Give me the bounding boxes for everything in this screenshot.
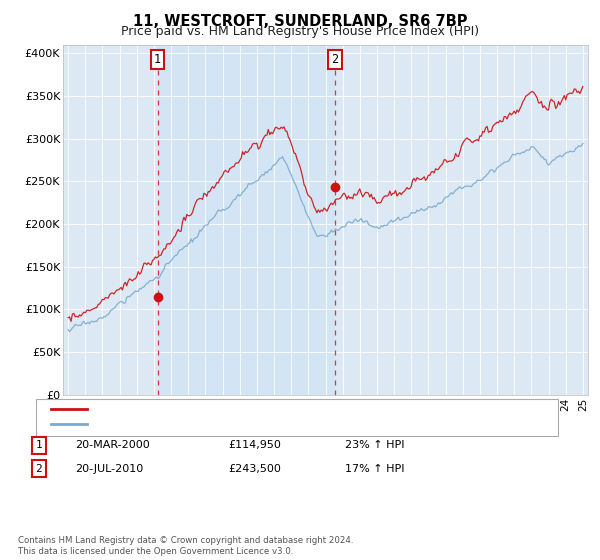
Text: 11, WESTCROFT, SUNDERLAND, SR6 7BP: 11, WESTCROFT, SUNDERLAND, SR6 7BP [133, 14, 467, 29]
Text: 1: 1 [35, 440, 43, 450]
Text: HPI: Average price, detached house, South Tyneside: HPI: Average price, detached house, Sout… [93, 419, 378, 429]
Text: 11, WESTCROFT, SUNDERLAND, SR6 7BP (detached house): 11, WESTCROFT, SUNDERLAND, SR6 7BP (deta… [93, 404, 417, 414]
Text: 2: 2 [35, 464, 43, 474]
Text: 1: 1 [154, 53, 161, 66]
Bar [158, 45, 335, 395]
Text: 2: 2 [331, 53, 338, 66]
Text: 20-MAR-2000: 20-MAR-2000 [75, 440, 150, 450]
Text: 23% ↑ HPI: 23% ↑ HPI [345, 440, 404, 450]
Text: £243,500: £243,500 [228, 464, 281, 474]
Text: 17% ↑ HPI: 17% ↑ HPI [345, 464, 404, 474]
Text: 20-JUL-2010: 20-JUL-2010 [75, 464, 143, 474]
Text: £114,950: £114,950 [228, 440, 281, 450]
Text: Price paid vs. HM Land Registry's House Price Index (HPI): Price paid vs. HM Land Registry's House … [121, 25, 479, 38]
Text: Contains HM Land Registry data © Crown copyright and database right 2024.
This d: Contains HM Land Registry data © Crown c… [18, 536, 353, 556]
